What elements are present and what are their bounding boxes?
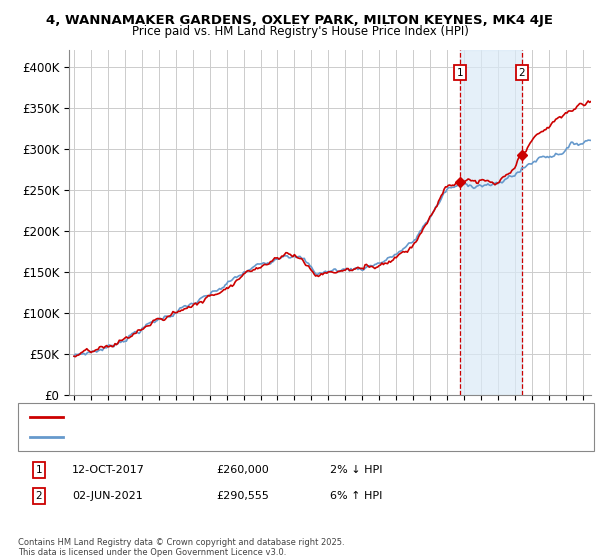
Text: 1: 1 [457,68,463,77]
Text: Price paid vs. HM Land Registry's House Price Index (HPI): Price paid vs. HM Land Registry's House … [131,25,469,38]
Text: 02-JUN-2021: 02-JUN-2021 [72,491,143,501]
Text: £290,555: £290,555 [216,491,269,501]
Text: 12-OCT-2017: 12-OCT-2017 [72,465,145,475]
Text: 2: 2 [518,68,525,77]
Text: Contains HM Land Registry data © Crown copyright and database right 2025.
This d: Contains HM Land Registry data © Crown c… [18,538,344,557]
Text: 2% ↓ HPI: 2% ↓ HPI [330,465,383,475]
Text: 4, WANNAMAKER GARDENS, OXLEY PARK, MILTON KEYNES, MK4 4JE (semi-detached house): 4, WANNAMAKER GARDENS, OXLEY PARK, MILTO… [69,412,523,422]
Text: HPI: Average price, semi-detached house, Milton Keynes: HPI: Average price, semi-detached house,… [69,432,350,442]
Text: 4, WANNAMAKER GARDENS, OXLEY PARK, MILTON KEYNES, MK4 4JE: 4, WANNAMAKER GARDENS, OXLEY PARK, MILTO… [47,14,554,27]
Text: 6% ↑ HPI: 6% ↑ HPI [330,491,382,501]
Bar [460,50,522,395]
Text: 1: 1 [35,465,43,475]
Text: £260,000: £260,000 [216,465,269,475]
Text: 2: 2 [35,491,43,501]
